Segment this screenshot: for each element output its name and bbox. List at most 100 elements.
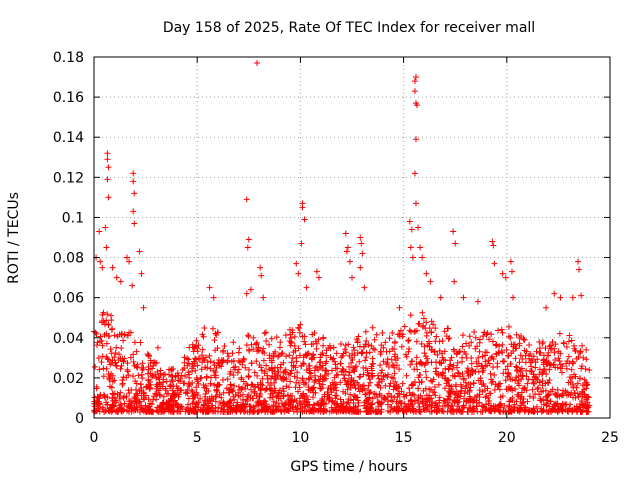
data-point	[429, 359, 435, 365]
y-tick-label: 0.1	[62, 210, 84, 226]
x-tick-label: 10	[291, 430, 309, 446]
data-point	[344, 400, 350, 406]
data-point	[246, 374, 252, 380]
data-point	[189, 368, 195, 374]
data-point	[419, 255, 425, 261]
data-point	[433, 365, 439, 371]
data-point	[566, 354, 572, 360]
data-point	[211, 337, 217, 343]
data-point	[363, 350, 369, 356]
data-point	[491, 261, 497, 267]
data-point	[231, 383, 237, 389]
data-point	[263, 338, 269, 344]
data-point	[508, 259, 514, 265]
data-point	[260, 295, 266, 301]
y-tick-label: 0.04	[53, 331, 84, 347]
data-point	[314, 269, 320, 275]
x-tick-label: 5	[193, 430, 202, 446]
data-point	[358, 241, 364, 247]
data-point	[499, 327, 505, 333]
data-point	[524, 399, 530, 405]
grid-lines	[94, 57, 610, 418]
data-point	[104, 156, 110, 162]
data-point	[349, 275, 355, 281]
data-point	[295, 271, 301, 277]
data-point	[108, 346, 114, 352]
data-point	[131, 220, 137, 226]
data-point	[513, 364, 519, 370]
data-point	[131, 190, 137, 196]
data-point	[499, 342, 505, 348]
data-point	[186, 344, 192, 350]
data-point	[250, 396, 256, 402]
x-tick-label: 25	[601, 430, 619, 446]
data-point	[197, 375, 203, 381]
data-point	[414, 367, 420, 373]
data-point	[467, 333, 473, 339]
data-point	[332, 392, 338, 398]
data-point	[343, 230, 349, 236]
data-point	[357, 235, 363, 241]
data-point	[475, 299, 481, 305]
data-point	[277, 344, 283, 350]
data-point	[370, 325, 376, 331]
data-point	[138, 340, 144, 346]
data-point	[504, 347, 510, 353]
x-tick-label: 20	[498, 430, 516, 446]
data-point	[208, 358, 214, 364]
data-point	[490, 364, 496, 370]
data-point	[136, 249, 142, 255]
data-point	[575, 259, 581, 265]
data-point	[138, 381, 144, 387]
data-point	[130, 178, 136, 184]
data-point	[245, 245, 251, 251]
data-point	[118, 345, 124, 351]
data-point	[477, 349, 483, 355]
data-point	[254, 60, 260, 66]
data-point	[384, 360, 390, 366]
data-point	[370, 396, 376, 402]
data-point	[547, 399, 553, 405]
data-point	[104, 176, 110, 182]
data-point	[408, 245, 414, 251]
data-point	[460, 332, 466, 338]
data-point	[228, 381, 234, 387]
data-point	[293, 261, 299, 267]
data-point	[316, 275, 322, 281]
data-point	[262, 330, 268, 336]
data-point	[337, 360, 343, 366]
data-point	[392, 370, 398, 376]
data-point	[583, 366, 589, 372]
data-point	[99, 359, 105, 365]
data-point	[579, 343, 585, 349]
data-point	[506, 324, 512, 330]
y-tick-label: 0	[75, 411, 84, 427]
data-point	[526, 342, 532, 348]
data-point	[379, 330, 385, 336]
data-point	[318, 352, 324, 358]
data-point	[220, 348, 226, 354]
data-point	[110, 265, 116, 271]
data-point	[487, 371, 493, 377]
data-point	[407, 218, 413, 224]
data-point	[415, 386, 421, 392]
data-point	[298, 241, 304, 247]
data-point	[375, 373, 381, 379]
data-point	[283, 332, 289, 338]
data-point	[419, 310, 425, 316]
data-point	[124, 367, 130, 373]
data-point	[409, 358, 415, 364]
data-point	[244, 291, 250, 297]
data-point	[406, 385, 412, 391]
data-point	[509, 269, 515, 275]
data-point	[105, 194, 111, 200]
data-point	[451, 279, 457, 285]
data-point	[551, 291, 557, 297]
chart-title: Day 158 of 2025, Rate Of TEC Index for r…	[163, 20, 535, 36]
data-point	[423, 369, 429, 375]
data-point	[404, 373, 410, 379]
y-tick-label: 0.02	[53, 371, 84, 387]
data-point	[105, 164, 111, 170]
data-point	[359, 251, 365, 257]
